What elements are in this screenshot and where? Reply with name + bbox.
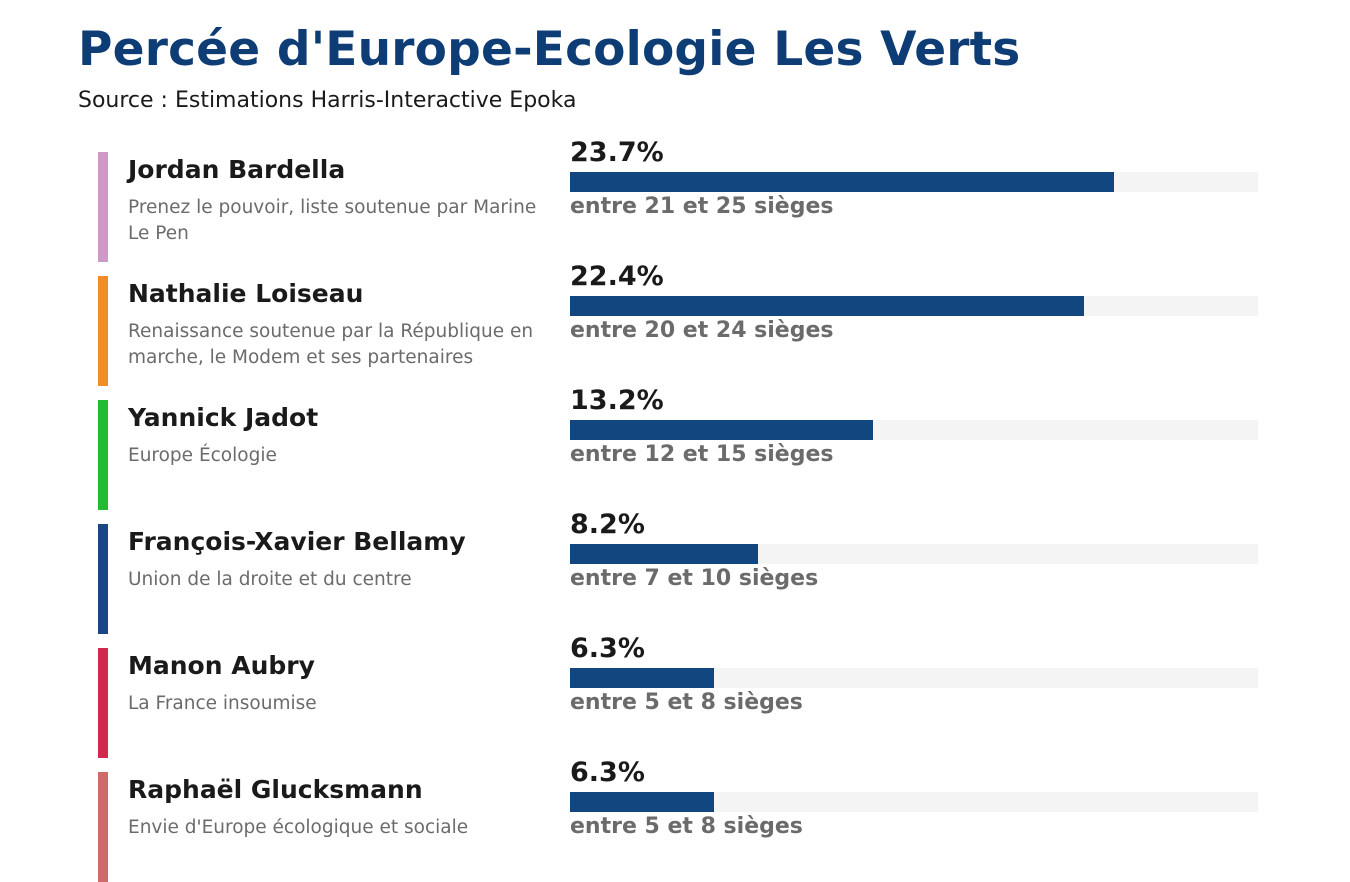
party-color-marker [98, 648, 108, 758]
result-row: François-Xavier Bellamy Union de la droi… [0, 509, 1350, 634]
bar-track [570, 296, 1258, 316]
bar [570, 544, 758, 564]
bar [570, 420, 873, 440]
bar [570, 172, 1114, 192]
party-color-marker [98, 524, 108, 634]
party-description: Prenez le pouvoir, liste soutenue par Ma… [128, 197, 537, 244]
candidate-name: Raphaël Glucksmann [128, 775, 423, 804]
bar-track [570, 668, 1258, 688]
seats-label: entre 12 et 15 sièges [570, 442, 834, 467]
percentage-label: 13.2% [570, 385, 664, 416]
seats-label: entre 5 et 8 sièges [570, 690, 803, 715]
percentage-label: 6.3% [570, 633, 645, 664]
bar-track [570, 792, 1258, 812]
seats-label: entre 7 et 10 sièges [570, 566, 819, 591]
percentage-label: 6.3% [570, 757, 645, 788]
percentage-label: 22.4% [570, 261, 664, 292]
percentage-label: 23.7% [570, 137, 664, 168]
party-color-marker [98, 772, 108, 882]
percentage-label: 8.2% [570, 509, 645, 540]
party-description: Europe Écologie [128, 445, 277, 466]
bar [570, 296, 1084, 316]
seats-label: entre 21 et 25 sièges [570, 194, 834, 219]
result-row: Manon Aubry La France insoumise 6.3% ent… [0, 633, 1350, 758]
bar [570, 668, 714, 688]
candidate-name: François-Xavier Bellamy [128, 527, 466, 556]
party-description: La France insoumise [128, 693, 317, 714]
result-row: Jordan Bardella Prenez le pouvoir, liste… [0, 137, 1350, 262]
party-description: Renaissance soutenue par la République e… [128, 321, 534, 368]
party-color-marker [98, 276, 108, 386]
bar-track [570, 420, 1258, 440]
party-color-marker [98, 152, 108, 262]
result-row: Yannick Jadot Europe Écologie 13.2% entr… [0, 385, 1350, 510]
result-row: Nathalie Loiseau Renaissance soutenue pa… [0, 261, 1350, 386]
bar-track [570, 172, 1258, 192]
seats-label: entre 5 et 8 sièges [570, 814, 803, 839]
party-color-marker [98, 400, 108, 510]
chart-source: Source : Estimations Harris-Interactive … [78, 88, 577, 113]
seats-label: entre 20 et 24 sièges [570, 318, 834, 343]
bar [570, 792, 714, 812]
result-row: Raphaël Glucksmann Envie d'Europe écolog… [0, 757, 1350, 882]
candidate-name: Nathalie Loiseau [128, 279, 364, 308]
candidate-name: Yannick Jadot [128, 403, 319, 432]
chart-title: Percée d'Europe-Ecologie Les Verts [78, 22, 1021, 77]
party-description: Union de la droite et du centre [128, 569, 412, 590]
candidate-name: Manon Aubry [128, 651, 315, 680]
party-description: Envie d'Europe écologique et sociale [128, 817, 469, 838]
candidate-name: Jordan Bardella [128, 155, 346, 184]
bar-track [570, 544, 1258, 564]
